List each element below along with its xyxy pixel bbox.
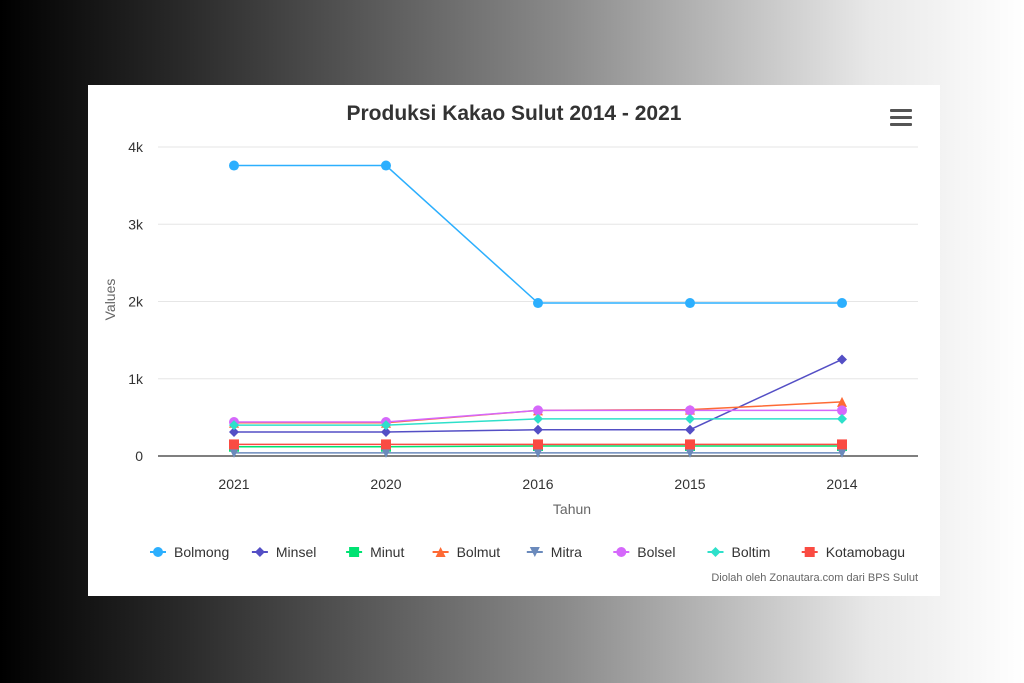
- data-point-kotamobagu[interactable]: [381, 439, 391, 450]
- data-point-minsel[interactable]: [229, 427, 239, 438]
- data-point-minsel[interactable]: [381, 427, 391, 438]
- legend-marker-boltim[interactable]: [710, 547, 721, 557]
- legend-item-kotamobagu[interactable]: Kotamobagu: [826, 544, 905, 560]
- legend-item-mitra[interactable]: Mitra: [551, 544, 582, 560]
- data-point-minsel[interactable]: [837, 354, 847, 365]
- data-point-kotamobagu[interactable]: [533, 439, 543, 450]
- chart-card: Produksi Kakao Sulut 2014 - 2021 0 1k 2k 3k…: [88, 85, 940, 596]
- data-point-minsel[interactable]: [685, 424, 695, 435]
- y-tick-label: 2k: [128, 294, 144, 310]
- data-point-mitra[interactable]: [381, 447, 391, 458]
- legend-item-bolmut[interactable]: Bolmut: [457, 544, 501, 560]
- data-point-kotamobagu[interactable]: [685, 439, 695, 450]
- data-point-minsel[interactable]: [533, 424, 543, 435]
- legend-marker-minut[interactable]: [349, 547, 360, 557]
- data-point-mitra[interactable]: [837, 447, 847, 458]
- legend-item-bolsel[interactable]: Bolsel: [637, 544, 675, 560]
- legend-marker-kotamobagu[interactable]: [804, 547, 815, 557]
- data-point-bolmong[interactable]: [533, 298, 543, 309]
- legend-item-boltim[interactable]: Boltim: [732, 544, 771, 560]
- data-point-boltim[interactable]: [533, 413, 543, 424]
- x-tick-label: 2021: [218, 476, 249, 492]
- data-point-bolmong[interactable]: [229, 160, 239, 171]
- x-tick-label: 2020: [370, 476, 401, 492]
- legend-marker-minsel[interactable]: [254, 547, 265, 557]
- chart-title: Produksi Kakao Sulut 2014 - 2021: [346, 102, 682, 125]
- y-tick-label: 4k: [128, 139, 144, 155]
- legend-marker-bolsel[interactable]: [616, 547, 627, 557]
- data-point-bolsel[interactable]: [533, 405, 543, 416]
- data-point-bolsel[interactable]: [837, 405, 847, 416]
- data-point-bolmong[interactable]: [685, 298, 695, 309]
- legend-item-minsel[interactable]: Minsel: [276, 544, 316, 560]
- data-point-mitra[interactable]: [685, 447, 695, 458]
- data-point-boltim[interactable]: [685, 413, 695, 424]
- data-point-bolsel[interactable]: [685, 405, 695, 416]
- data-point-boltim[interactable]: [837, 413, 847, 424]
- y-axis-title: Values: [102, 279, 118, 321]
- chart-credit: Diolah oleh Zonautara.com dari BPS Sulut: [711, 572, 918, 584]
- data-point-kotamobagu[interactable]: [229, 439, 239, 450]
- data-point-mitra[interactable]: [229, 447, 239, 458]
- x-tick-label: 2014: [826, 476, 857, 492]
- legend-marker-bolmong[interactable]: [153, 547, 163, 557]
- y-tick-label: 3k: [128, 216, 144, 232]
- data-point-boltim[interactable]: [229, 420, 239, 431]
- legend-marker-bolmut[interactable]: [435, 547, 446, 557]
- x-tick-label: 2016: [522, 476, 553, 492]
- x-tick-label: 2015: [674, 476, 705, 492]
- legend-item-bolmong[interactable]: Bolmong: [174, 544, 229, 560]
- legend-item-minut[interactable]: Minut: [370, 544, 404, 560]
- data-point-bolmong[interactable]: [381, 160, 391, 171]
- data-point-boltim[interactable]: [381, 420, 391, 431]
- y-tick-label: 1k: [128, 371, 144, 387]
- y-tick-label: 0: [135, 448, 143, 464]
- series-line-bolmong: [234, 164, 842, 304]
- data-point-bolmong[interactable]: [837, 298, 847, 309]
- data-point-mitra[interactable]: [533, 447, 543, 458]
- chart-svg: 0 1k 2k 3k 4k 2021 2020 2016 2015 2014 Tahun Values…: [102, 139, 918, 560]
- data-point-bolmut[interactable]: [837, 396, 847, 407]
- x-axis-title: Tahun: [553, 501, 591, 517]
- data-point-kotamobagu[interactable]: [837, 439, 847, 450]
- legend-marker-mitra[interactable]: [529, 547, 540, 557]
- hamburger-menu-icon[interactable]: [890, 109, 912, 129]
